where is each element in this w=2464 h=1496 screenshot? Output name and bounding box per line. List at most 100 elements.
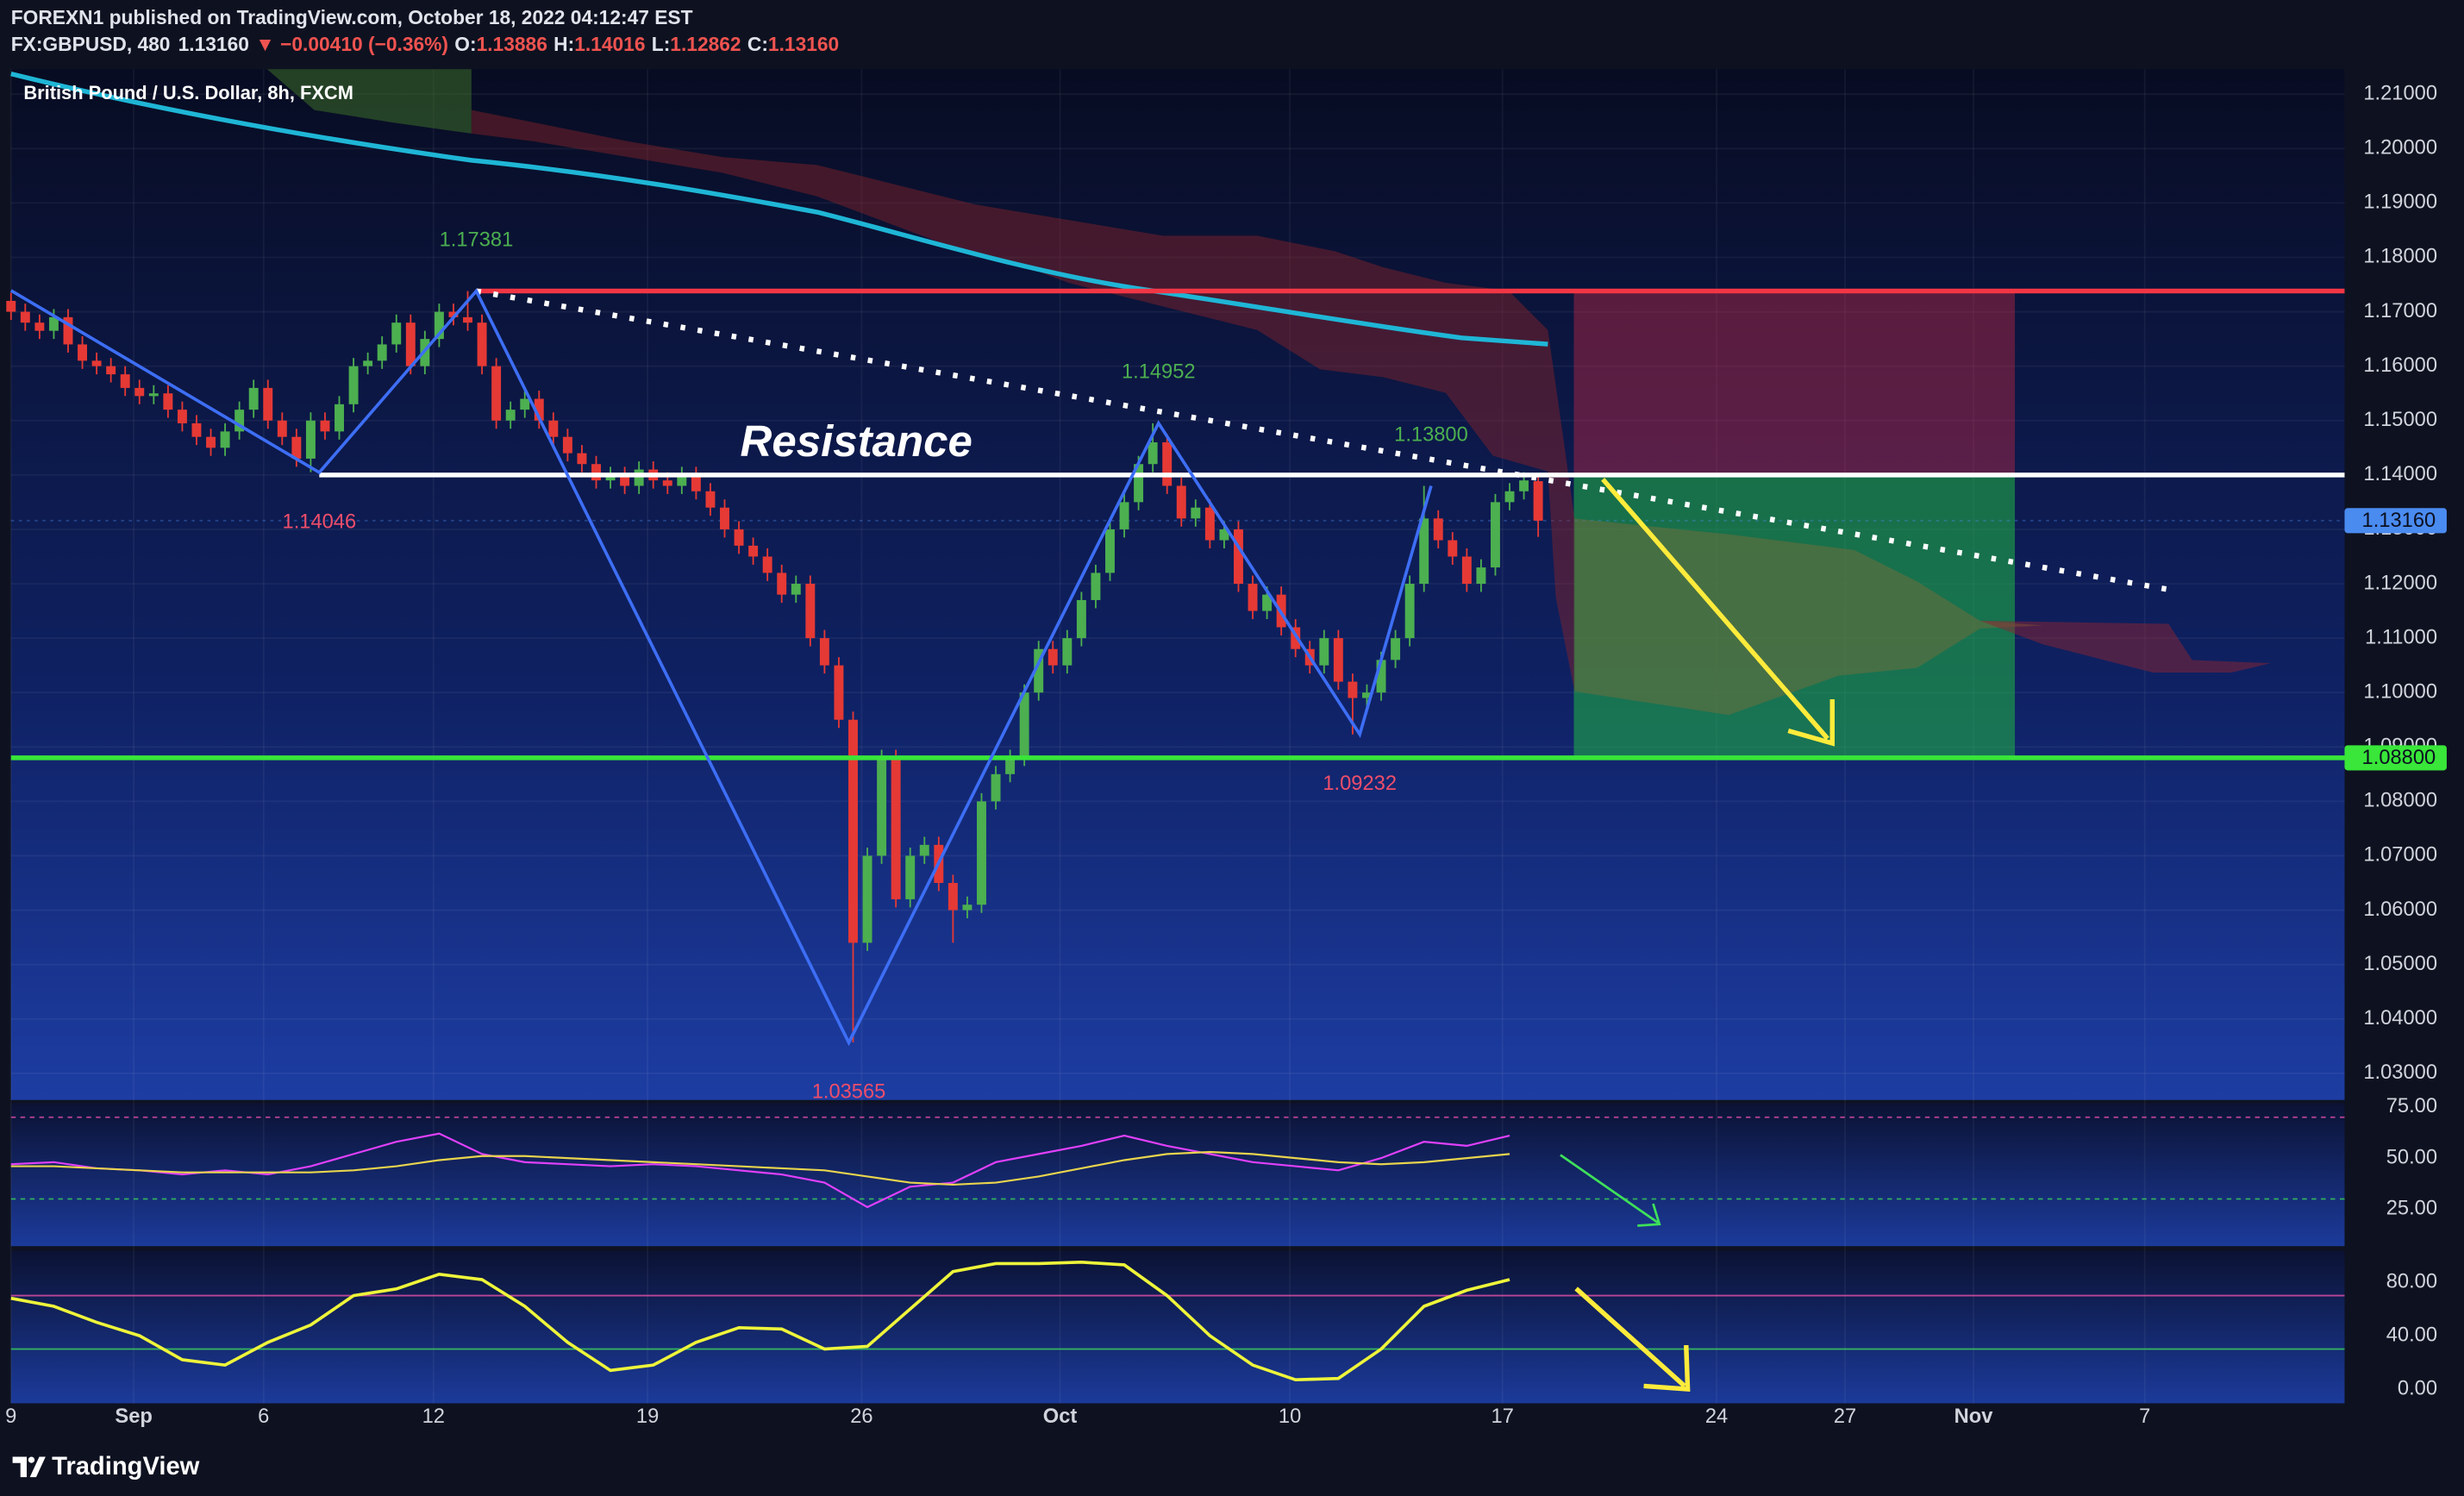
trendline [475,288,2177,594]
candle-body [605,474,616,481]
candle-body [1162,441,1173,486]
candle-body [291,436,302,459]
candle-body [805,584,816,639]
candle-body [191,423,202,437]
candle-body [34,322,45,331]
candle-body [477,322,487,366]
candle-body [777,573,787,595]
symbol-line: FX:GBPUSD, 480 1.13160 ▼ −0.00410 (−0.36%)… [11,33,839,55]
change: ▼ −0.00410 (−0.36%) [255,33,448,55]
cloud-bear [1979,620,2271,673]
symbol: FX:GBPUSD, 480 [11,33,171,55]
candle-body [1391,638,1401,660]
candle-body [1091,573,1101,600]
y-tick-label: 1.21000 [2363,82,2437,104]
logo-mark [12,1456,46,1478]
candle-body [335,404,344,432]
x-tick-label: 19 [636,1405,659,1428]
y-tick-label: 1.05000 [2363,953,2437,975]
y-tick-label: 1.07000 [2363,844,2437,867]
candle-body [1005,757,1016,774]
zigzag [9,288,1433,1047]
candle-body [962,904,972,911]
candle-body [1204,507,1215,541]
logo-dot [28,1456,35,1463]
candle-body [1019,692,1029,758]
candle-body [534,398,544,421]
price-tag [2344,745,2447,771]
candle-body [1476,567,1486,585]
labels: 9 Sep 6 12 19 26 Oct 10 17 24 27 Nov 7 1.21000 1.20000… [5,82,2447,1428]
x-tick-label: 24 [1705,1405,1728,1428]
candle-body [1291,627,1301,649]
y-tick-label: 1.19000 [2363,191,2437,214]
candle-body [520,398,530,410]
y-tick-label: 1.11000 [2365,626,2437,648]
arrow [1574,1286,1691,1393]
x-tick-label: 6 [258,1405,269,1428]
indicator-line [10,1132,1510,1209]
candle-body [463,316,472,323]
candle-body [1504,491,1515,503]
candle-body [1333,638,1343,682]
y-tick-label: 1.10000 [2363,680,2437,703]
low-label: L: [652,33,671,55]
candle-body [577,453,587,465]
candle-body [562,436,572,454]
candle-body [377,344,387,361]
candle-body [691,474,701,491]
candle-body [548,420,559,437]
y-tick-label: 1.15000 [2363,409,2437,431]
pivot-label: 1.13800 [1394,423,1468,446]
y-tick-label: 40.00 [2386,1324,2437,1346]
high-value: 1.14016 [574,33,645,55]
candle-body [1034,648,1044,693]
indicator-line [10,1261,1510,1382]
candle-body [235,410,245,432]
candle-body [1248,584,1258,611]
candle-body [1076,599,1086,639]
candle-body [491,366,502,421]
arrow [1560,1154,1661,1227]
y-tick-label: 1.18000 [2363,246,2437,268]
candle-body [248,387,259,410]
candle-body [1448,540,1458,557]
candle-body [1519,480,1529,491]
candle-body [106,366,116,375]
open-value: 1.13886 [477,33,547,55]
candle-body [905,855,916,899]
candle-body [877,757,887,856]
y-tick-label: 1.03000 [2363,1061,2437,1084]
candle-body [263,387,273,421]
candle-body [1262,594,1273,611]
x-tick-label: 17 [1492,1405,1514,1428]
pane-title: British Pound / U.S. Dollar, 8h, FXCM [23,82,353,103]
low-value: 1.12862 [670,33,741,55]
candle-body [277,420,287,437]
y-tick-label: 50.00 [2386,1146,2437,1168]
candle-body [1048,648,1058,666]
candle-body [63,316,73,345]
candle-body [1404,584,1415,639]
candle-body [305,420,316,459]
pivot-label: 1.14046 [283,511,357,534]
candle-body [448,311,459,317]
y-tick-label: 80.00 [2386,1270,2437,1293]
arrow [1601,478,1835,747]
annotation: Resistance [740,416,972,466]
candle-body [177,410,187,423]
cloud-bull [266,69,472,134]
logo [12,1456,46,1478]
y-tick-label: 1.17000 [2363,300,2437,322]
candle-body [848,719,858,943]
candle-body [591,464,601,481]
y-tick-label: 25.00 [2386,1198,2437,1220]
candle-body [791,584,801,595]
candle-body [834,665,844,720]
arrows [1560,478,1835,1393]
pivot-label: 1.09232 [1323,773,1397,795]
candle-body [977,801,986,905]
candle-body [1219,529,1229,541]
candle-body [1105,529,1115,573]
